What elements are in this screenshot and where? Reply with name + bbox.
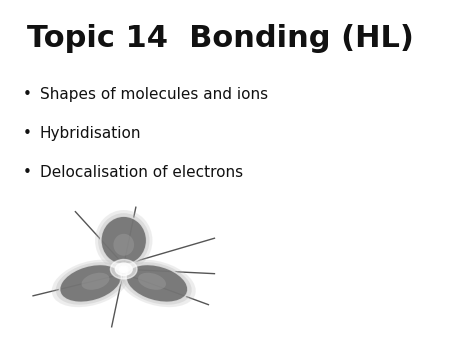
Circle shape <box>115 263 132 275</box>
Ellipse shape <box>98 213 149 268</box>
Ellipse shape <box>81 273 109 290</box>
Text: y: y <box>208 304 211 308</box>
Text: Topic 14  Bonding (HL): Topic 14 Bonding (HL) <box>27 24 414 53</box>
Text: •: • <box>22 87 32 102</box>
Text: Hybridisation: Hybridisation <box>40 126 141 141</box>
Ellipse shape <box>101 216 147 265</box>
Text: Shapes of molecules and ions: Shapes of molecules and ions <box>40 87 268 102</box>
Ellipse shape <box>113 234 134 256</box>
Text: x: x <box>36 291 39 295</box>
Ellipse shape <box>95 210 153 271</box>
Ellipse shape <box>126 264 188 303</box>
Text: •: • <box>22 126 32 141</box>
Ellipse shape <box>138 273 166 290</box>
Ellipse shape <box>56 262 125 305</box>
Circle shape <box>110 260 137 279</box>
Ellipse shape <box>122 262 192 305</box>
Ellipse shape <box>52 260 129 307</box>
Ellipse shape <box>118 260 196 307</box>
Circle shape <box>120 266 128 272</box>
Text: •: • <box>22 165 32 180</box>
Ellipse shape <box>59 264 122 303</box>
Text: Delocalisation of electrons: Delocalisation of electrons <box>40 165 243 180</box>
Text: sp²: sp² <box>72 217 80 221</box>
